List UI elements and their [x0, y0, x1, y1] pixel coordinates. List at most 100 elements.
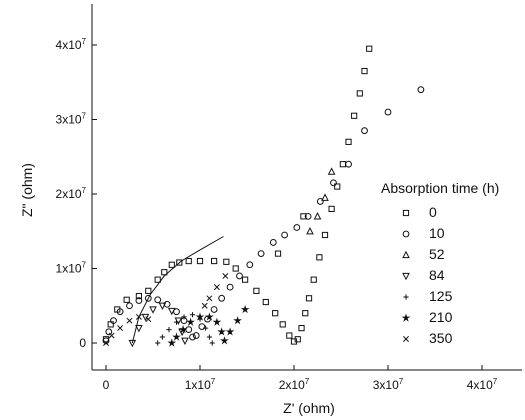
- legend-marker: [403, 231, 409, 237]
- legend-marker: [403, 210, 408, 215]
- data-point: [270, 240, 276, 246]
- data-point: [136, 326, 142, 332]
- legend: Absorption time (h) 0105284125210350: [381, 180, 499, 346]
- data-point: [127, 303, 133, 309]
- data-point: [188, 319, 194, 325]
- legend-marker: [403, 294, 408, 299]
- data-point: [223, 273, 228, 278]
- data-point: [186, 327, 192, 333]
- data-point: [224, 259, 229, 264]
- data-point: [155, 297, 161, 303]
- data-point: [294, 225, 300, 231]
- data-point: [418, 87, 424, 93]
- data-point: [237, 273, 243, 279]
- y-tick-label: 0: [79, 336, 86, 350]
- data-point: [329, 168, 335, 174]
- data-point: [243, 277, 248, 282]
- data-point: [127, 318, 132, 323]
- data-point: [287, 333, 292, 338]
- data-point: [202, 303, 207, 308]
- data-point: [275, 251, 280, 256]
- legend-marker: [403, 315, 409, 321]
- data-point: [235, 317, 241, 323]
- data-point: [199, 324, 205, 330]
- data-point: [108, 322, 113, 327]
- data-point: [303, 311, 308, 316]
- data-point: [210, 340, 215, 345]
- data-point: [227, 329, 233, 335]
- data-point: [190, 334, 196, 340]
- data-point: [150, 307, 156, 313]
- legend-label: 125: [429, 288, 453, 304]
- x-tick-label: 2x107: [279, 377, 310, 392]
- data-point: [160, 334, 165, 339]
- data-point: [182, 338, 188, 344]
- data-point: [219, 329, 225, 335]
- data-point: [282, 232, 288, 238]
- data-point: [173, 334, 179, 340]
- data-point: [214, 285, 219, 290]
- y-tick-label: 4x107: [56, 37, 87, 52]
- data-point: [247, 262, 253, 268]
- data-point: [346, 139, 351, 144]
- data-point: [169, 262, 174, 267]
- data-point: [242, 306, 248, 312]
- data-point: [106, 329, 112, 335]
- data-point: [206, 314, 212, 320]
- legend-label: 84: [429, 267, 445, 283]
- data-point: [306, 296, 311, 301]
- data-point: [357, 91, 362, 96]
- data-point: [193, 333, 199, 339]
- data-point: [190, 312, 195, 317]
- data-point: [221, 338, 227, 344]
- data-point: [263, 299, 268, 304]
- series-10: [103, 87, 424, 344]
- legend-label: 210: [429, 309, 453, 325]
- data-point: [227, 284, 233, 290]
- data-point: [212, 258, 217, 263]
- data-point: [254, 288, 259, 293]
- data-point: [322, 232, 327, 237]
- data-point: [385, 109, 391, 115]
- data-point: [180, 326, 186, 332]
- data-point: [214, 319, 220, 325]
- data-point: [211, 307, 217, 313]
- legend-title: Absorption time (h): [381, 180, 499, 196]
- data-point: [207, 334, 212, 339]
- legend-marker: [403, 252, 409, 258]
- y-tick-label: 2x107: [56, 186, 87, 201]
- legend-label: 52: [429, 246, 445, 262]
- data-point: [166, 327, 171, 332]
- y-tick-label: 3x107: [56, 112, 87, 127]
- data-point: [155, 340, 160, 345]
- series-0: [103, 46, 371, 344]
- x-tick-label: 3x107: [373, 377, 404, 392]
- y-tick-label: 1x107: [56, 261, 87, 276]
- data-point: [197, 258, 202, 263]
- legend-label: 0: [429, 204, 437, 220]
- data-point: [315, 213, 321, 219]
- data-point: [311, 277, 316, 282]
- legend-marker: [403, 273, 409, 279]
- data-point: [258, 251, 264, 257]
- data-point: [346, 161, 352, 167]
- y-axis-title: Z" (ohm): [19, 163, 35, 217]
- legend-marker: [403, 336, 408, 341]
- data-point: [317, 255, 322, 260]
- series-210: [169, 306, 248, 345]
- data-point: [280, 322, 285, 327]
- series-52: [307, 168, 335, 233]
- data-point: [109, 333, 114, 338]
- data-point: [124, 297, 129, 302]
- data-point: [362, 68, 367, 73]
- data-point: [207, 296, 212, 301]
- data-point: [362, 128, 368, 134]
- data-point: [273, 311, 278, 316]
- data-point: [233, 266, 238, 271]
- x-axis-title: Z' (ohm): [283, 400, 335, 416]
- data-point: [322, 195, 328, 201]
- data-point: [186, 258, 191, 263]
- x-tick-label: 0: [103, 378, 110, 392]
- legend-label: 350: [429, 330, 453, 346]
- data-point: [329, 206, 334, 211]
